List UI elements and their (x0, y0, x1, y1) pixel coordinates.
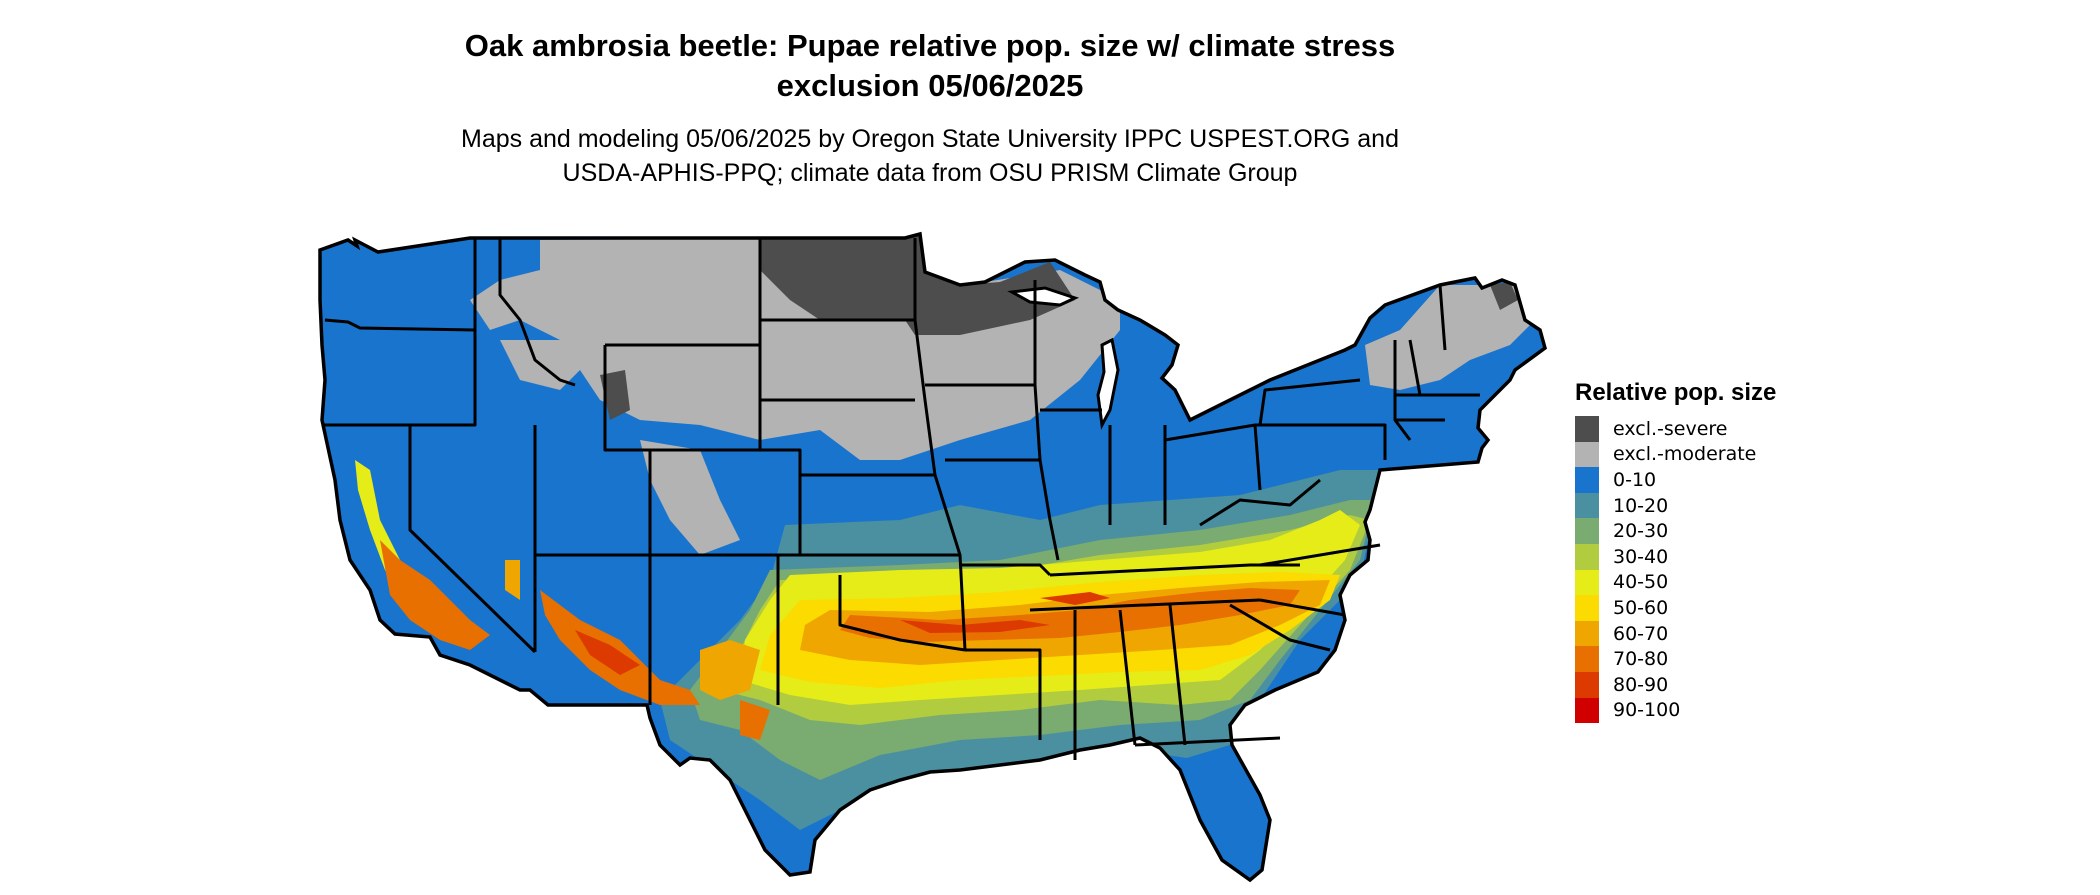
border-mississippi (1033, 384, 1060, 561)
border-tn-north (1049, 563, 1300, 577)
legend-item: 40-50 (1575, 569, 1776, 596)
legend-item: 90-100 (1575, 697, 1776, 724)
border-wa-or (324, 318, 476, 332)
legend-item: 30-40 (1575, 543, 1776, 570)
border-nh-me (1438, 284, 1447, 351)
legend-label: 60-70 (1613, 622, 1669, 645)
legend-swatch (1575, 697, 1599, 724)
border-ky-wv (1199, 478, 1321, 527)
border-central (913, 238, 967, 651)
legend-item: 10-20 (1575, 492, 1776, 519)
zone-80-90-arizona (575, 630, 640, 675)
legend-item: 50-60 (1575, 595, 1776, 621)
border-ny-pa (1258, 378, 1361, 426)
legend-label: 10-20 (1613, 494, 1669, 517)
legend-item: 60-70 (1575, 620, 1776, 647)
border-pa (1255, 423, 1387, 460)
zone-excl-moderate-northeast (1365, 285, 1530, 390)
zone-80-90-tennessee (1040, 592, 1110, 605)
border-wy-ut (603, 345, 652, 555)
map-subtitle-line-2: USDA-APHIS-PPQ; climate data from OSU PR… (562, 159, 1298, 187)
legend-title: Relative pop. size (1575, 379, 1777, 406)
legend-label: excl.-severe (1613, 417, 1728, 440)
legend-swatch (1575, 441, 1599, 468)
legend-label: 70-80 (1613, 648, 1669, 671)
border-ms-al (1118, 609, 1137, 746)
legend-item: 80-90 (1575, 671, 1776, 698)
border-or-south (322, 330, 477, 427)
zone-70-80-west-texas (740, 700, 770, 740)
legend-swatch (1575, 416, 1599, 442)
map-title: Oak ambrosia beetle: Pupae relative pop.… (0, 26, 1860, 106)
legend-swatch (1575, 646, 1599, 672)
legend-item: excl.-severe (1575, 416, 1776, 442)
legend: Relative pop. size excl.-severe excl.-mod… (1575, 378, 1777, 724)
border-ga-fl (1134, 736, 1281, 747)
map-subtitle: Maps and modeling 05/06/2025 by Oregon S… (0, 122, 1860, 190)
legend-swatch (1575, 518, 1599, 544)
border-mo-ar (960, 563, 1052, 577)
lake-superior (1007, 286, 1080, 307)
map-title-line-1: Oak ambrosia beetle: Pupae relative pop.… (464, 28, 1396, 63)
legend-swatch (1575, 467, 1599, 493)
zone-70-80-california (380, 540, 490, 650)
legend-label: 0-10 (1613, 468, 1657, 491)
border-ok-tx (838, 575, 966, 652)
legend-swatch (1575, 620, 1599, 647)
legend-label: excl.-moderate (1613, 443, 1757, 466)
legend-items: excl.-severe excl.-moderate 0-10 10-20 20-30… (1575, 416, 1776, 724)
zone-excl-severe-montana (600, 370, 630, 420)
legend-item: 70-80 (1575, 646, 1776, 672)
legend-label: 80-90 (1613, 673, 1669, 696)
border-va-nc (1259, 543, 1381, 567)
legend-label: 40-50 (1613, 571, 1669, 594)
border-co (650, 448, 802, 557)
border-ca-nv (408, 425, 537, 654)
state-borders (322, 238, 1480, 760)
zone-80-90-texas (900, 620, 1050, 633)
border-id-mt (498, 238, 576, 387)
zone-60-70-new-mexico (700, 640, 760, 700)
zone-70-80-arizona (540, 590, 700, 705)
border-ar-la (965, 648, 1042, 740)
legend-item: excl.-moderate (1575, 441, 1776, 468)
border-vt-nh (1408, 339, 1422, 396)
zone-excl-severe-maine (1490, 282, 1518, 310)
lake-michigan (1096, 337, 1120, 430)
legend-label: 30-40 (1613, 545, 1669, 568)
map-subtitle-line-1: Maps and modeling 05/06/2025 by Oregon S… (461, 125, 1399, 153)
zone-0-10-florida (1180, 745, 1270, 880)
legend-label: 20-30 (1613, 520, 1669, 543)
legend-item: 0-10 (1575, 467, 1776, 493)
legend-swatch (1575, 492, 1599, 519)
legend-label: 50-60 (1613, 596, 1669, 619)
zone-excl-moderate-idaho (500, 340, 590, 390)
zone-excl-moderate-rockies (640, 440, 740, 555)
border-nc-sc (1259, 598, 1346, 617)
border-ga-sc (1229, 603, 1331, 652)
border-al-ga (1168, 604, 1187, 746)
border-tn-south (1029, 598, 1261, 612)
legend-item: 20-30 (1575, 518, 1776, 544)
legend-swatch (1575, 543, 1599, 570)
map-title-line-2: exclusion 05/06/2025 (776, 68, 1084, 103)
legend-swatch (1575, 595, 1599, 621)
population-zones (320, 234, 1545, 880)
zone-60-70-nevada (505, 560, 520, 600)
us-population-map (318, 232, 1547, 882)
legend-label: 90-100 (1613, 699, 1681, 722)
zone-excl-severe-north (760, 236, 1075, 335)
legend-swatch (1575, 671, 1599, 698)
legend-swatch (1575, 569, 1599, 596)
great-lakes (1007, 286, 1120, 430)
